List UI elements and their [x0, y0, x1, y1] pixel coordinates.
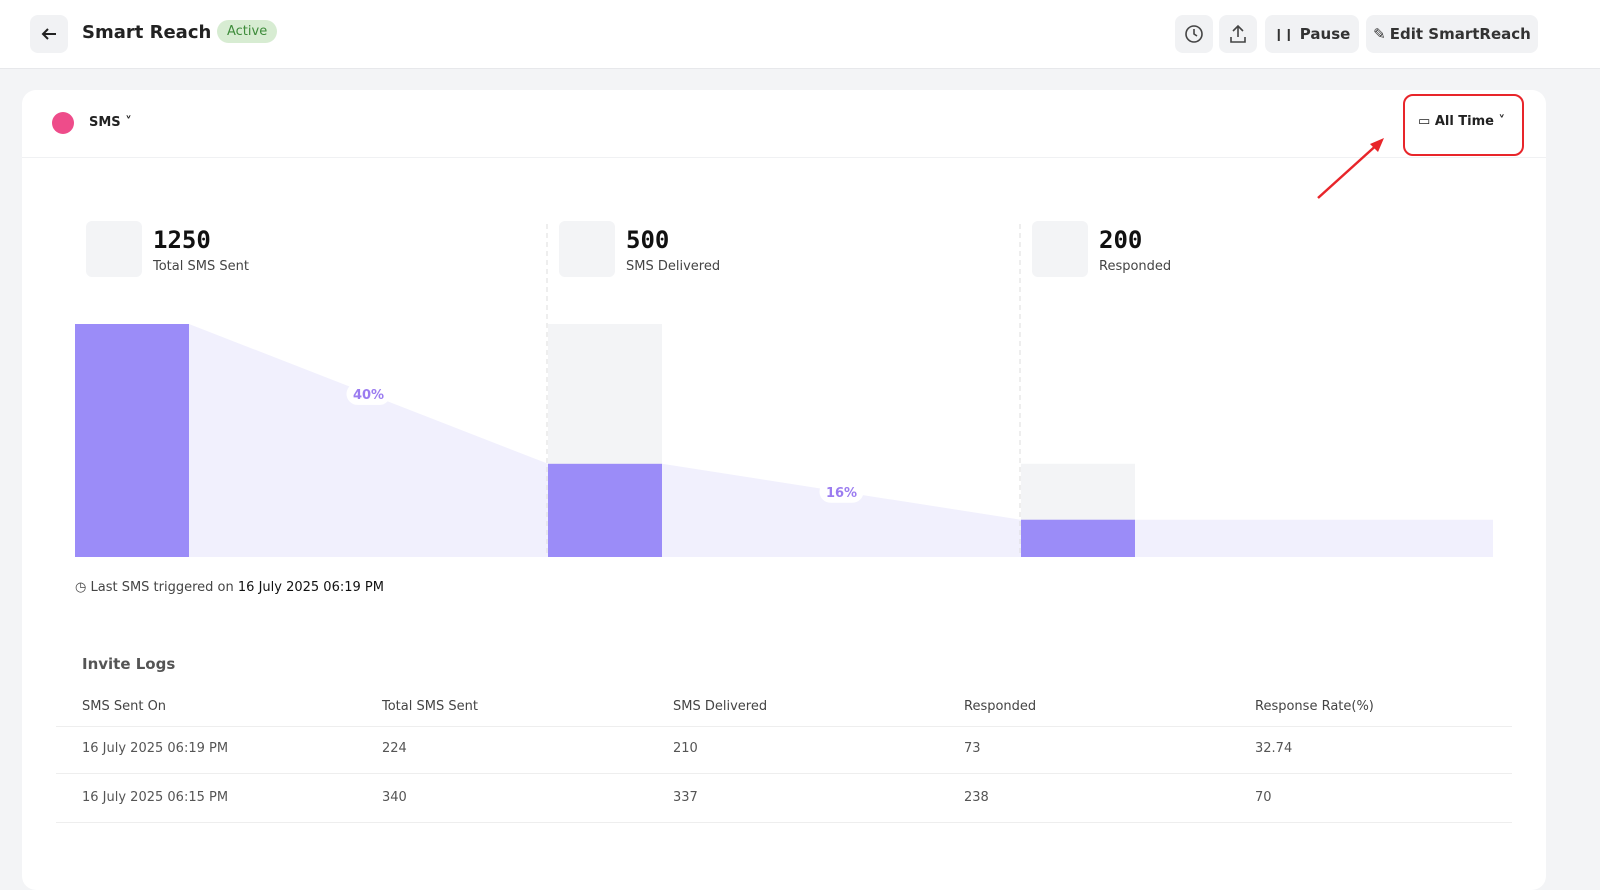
- status-badge: Active: [217, 20, 278, 43]
- table-line: [56, 726, 1512, 727]
- export-icon: [1230, 24, 1246, 43]
- page-title: Smart Reach 4: [82, 22, 231, 43]
- table-cell: 210: [673, 741, 698, 756]
- funnel-bar: [75, 324, 189, 557]
- table-cell: 224: [382, 741, 407, 756]
- funnel-flow: [1135, 519, 1493, 557]
- edit-icon: ✎: [1373, 25, 1386, 43]
- logs-title: Invite Logs: [82, 655, 176, 673]
- funnel-chart: 40% 16%: [75, 224, 1493, 557]
- table-header: Response Rate(%): [1255, 699, 1374, 714]
- history-button[interactable]: [1175, 15, 1213, 53]
- export-button[interactable]: [1219, 15, 1257, 53]
- table-header: SMS Sent On: [82, 699, 167, 714]
- table-cell: 16 July 2025 06:15 PM: [82, 790, 229, 805]
- table-cell: 32.74: [1255, 741, 1293, 756]
- table-cell: 337: [673, 790, 698, 805]
- pause-button[interactable]: ❙❙ Pause: [1265, 15, 1359, 53]
- stage-label: Total SMS Sent: [153, 259, 249, 274]
- last-triggered-time: 16 July 2025 06:19 PM: [237, 580, 384, 595]
- stage-label: SMS Delivered: [626, 259, 721, 274]
- pause-icon: ❙❙: [1273, 27, 1294, 41]
- table-line: [56, 822, 1512, 823]
- top-bar: Smart Reach 4 Active ❙❙ Pause ✎ Edit Smart…: [0, 0, 1600, 69]
- last-triggered: ◷ Last SMS triggered on 16 July 2025 06:…: [75, 580, 384, 595]
- date-range-select[interactable]: ▭ All Time ˅: [1418, 114, 1506, 129]
- stage-icon-box: [86, 221, 142, 277]
- sms-icon: [52, 112, 74, 134]
- conversion-label: 40%: [353, 388, 384, 403]
- funnel-bar: [1021, 519, 1135, 557]
- stage-value: 200: [1099, 226, 1143, 254]
- annotation-arrow: [1317, 138, 1384, 199]
- funnel-bar: [548, 463, 662, 557]
- conversion-pill: [819, 480, 864, 503]
- pause-label: Pause: [1299, 25, 1351, 43]
- back-button[interactable]: [30, 15, 68, 53]
- stage-icon-box: [559, 221, 615, 277]
- card-divider: [22, 157, 1546, 158]
- table-line: [56, 773, 1512, 774]
- stage-icon-box: [1032, 221, 1088, 277]
- history-icon: [1185, 25, 1203, 43]
- funnel-flow: [662, 463, 1021, 557]
- highlight-box: [1403, 94, 1524, 156]
- stage-label: Responded: [1099, 259, 1172, 274]
- stage-value: 1250: [153, 226, 211, 254]
- table-cell: 340: [382, 790, 407, 805]
- channel-label: SMS: [89, 115, 121, 130]
- edit-label: Edit SmartReach: [1389, 25, 1531, 43]
- back-icon: [41, 28, 56, 40]
- table-cell: 73: [964, 741, 981, 756]
- funnel-flow: [189, 324, 548, 557]
- date-range-label: All Time: [1434, 114, 1494, 129]
- conversion-label: 16%: [826, 486, 857, 501]
- table-cell: 70: [1255, 790, 1272, 805]
- channel-select[interactable]: SMS ˅: [89, 115, 132, 130]
- table-cell: 238: [964, 790, 989, 805]
- edit-button[interactable]: ✎ Edit SmartReach: [1366, 15, 1538, 53]
- conversion-pill: [346, 382, 391, 405]
- table-header: Total SMS Sent: [382, 699, 478, 714]
- last-triggered-prefix: Last SMS triggered on: [90, 580, 234, 595]
- table-cell: 16 July 2025 06:19 PM: [82, 741, 229, 756]
- table-header: Responded: [964, 699, 1037, 714]
- stage-value: 500: [626, 226, 670, 254]
- table-header: SMS Delivered: [673, 699, 768, 714]
